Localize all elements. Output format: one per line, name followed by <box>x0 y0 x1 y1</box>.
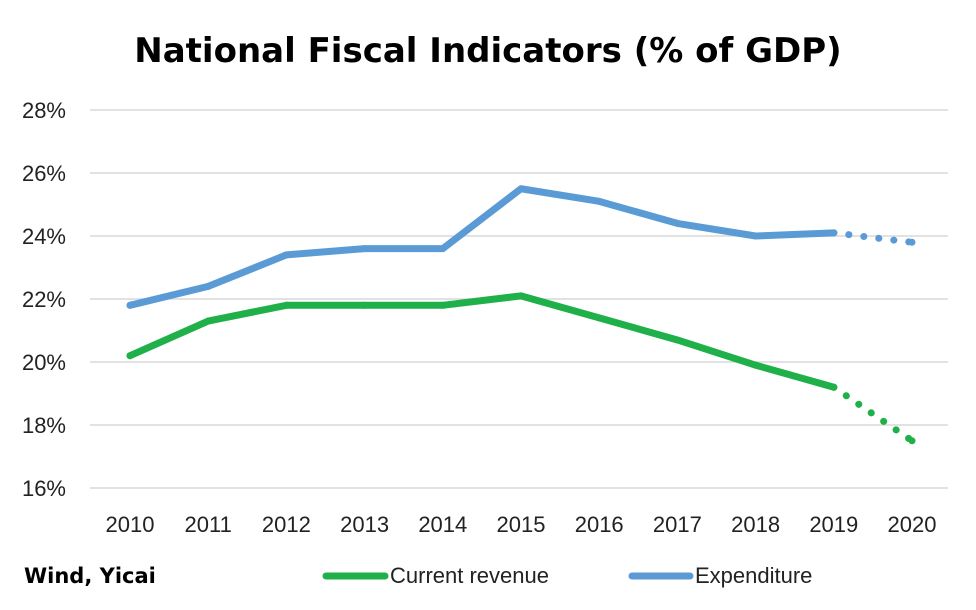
series-current-revenue <box>126 292 916 445</box>
series-lines <box>126 185 916 445</box>
data-point <box>204 317 212 325</box>
data-point <box>361 245 369 253</box>
y-tick-label: 28% <box>22 98 66 123</box>
x-tick-label: 2014 <box>418 512 467 537</box>
projected-segment <box>830 229 916 246</box>
x-tick-label: 2011 <box>185 512 232 537</box>
y-tick-label: 24% <box>22 224 66 249</box>
legend-item: Current revenue <box>322 563 549 588</box>
data-point <box>439 245 447 253</box>
data-point <box>517 292 525 300</box>
gridlines <box>90 109 948 489</box>
y-axis-ticks: 16% 18% 20% 22% 24% 26% 28% <box>22 98 66 501</box>
series-line <box>126 185 838 309</box>
data-point <box>282 301 290 309</box>
y-tick-label: 16% <box>22 476 66 501</box>
data-point <box>439 301 447 309</box>
source-label: Wind, Yicai <box>24 564 156 588</box>
data-point <box>595 314 603 322</box>
data-point <box>126 301 134 309</box>
data-point <box>595 197 603 205</box>
chart-title: National Fiscal Indicators (% of GDP) <box>134 31 841 71</box>
x-tick-label: 2019 <box>809 512 858 537</box>
data-point <box>908 238 916 246</box>
legend: Current revenue Expenditure <box>322 563 812 588</box>
data-point <box>673 336 681 344</box>
x-tick-label: 2017 <box>653 512 702 537</box>
x-tick-label: 2010 <box>106 512 155 537</box>
y-tick-label: 18% <box>22 413 66 438</box>
y-tick-label: 20% <box>22 350 66 375</box>
legend-item: Expenditure <box>628 563 812 588</box>
data-point <box>752 232 760 240</box>
x-tick-label: 2015 <box>497 512 546 537</box>
y-tick-label: 26% <box>22 161 66 186</box>
legend-label: Expenditure <box>695 563 812 588</box>
x-tick-label: 2016 <box>575 512 624 537</box>
data-point <box>752 361 760 369</box>
series-expenditure <box>126 185 916 309</box>
legend-label: Current revenue <box>390 563 549 588</box>
x-tick-label: 2020 <box>888 512 937 537</box>
data-point <box>517 185 525 193</box>
x-axis-ticks: 2010 2011 2012 2013 2014 2015 2016 2017 2018 2019… <box>106 512 937 537</box>
series-line <box>126 292 838 391</box>
data-point <box>361 301 369 309</box>
x-tick-label: 2012 <box>262 512 311 537</box>
data-point <box>282 251 290 259</box>
x-tick-label: 2018 <box>731 512 780 537</box>
data-point <box>126 352 134 360</box>
data-point <box>204 282 212 290</box>
data-point <box>830 229 838 237</box>
data-point <box>908 437 916 445</box>
data-point <box>673 219 681 227</box>
projected-segment <box>830 383 916 445</box>
y-tick-label: 22% <box>22 287 66 312</box>
x-tick-label: 2013 <box>340 512 389 537</box>
data-point <box>830 383 838 391</box>
